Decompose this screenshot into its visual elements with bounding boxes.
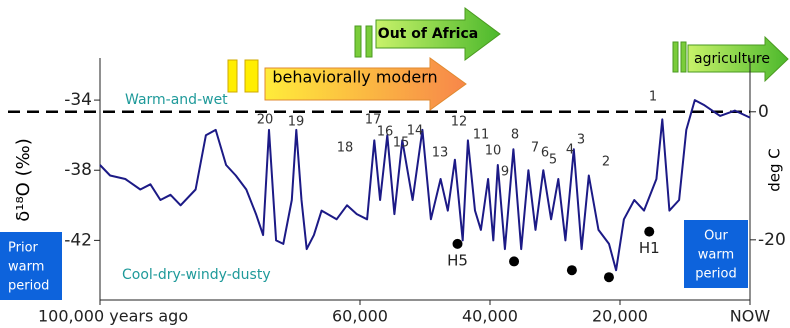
arrow	[264, 57, 467, 111]
period-bar	[227, 59, 238, 93]
heinrich-label: H5	[447, 251, 468, 269]
arrow	[375, 7, 501, 61]
x-tick-label: 20,000	[592, 307, 648, 326]
event-label: 2	[602, 155, 610, 170]
y2-tick-label: -20	[758, 230, 786, 250]
y2-axis-label: deg C	[766, 148, 784, 192]
event-label: 18	[337, 141, 354, 156]
event-label: 3	[577, 133, 585, 148]
event-label: 7	[531, 141, 539, 156]
y-axis-label: δ¹⁸O (‰)	[13, 138, 34, 222]
arrow-label: agriculture	[694, 51, 770, 67]
event-label: 12	[451, 115, 468, 130]
event-label: 6	[541, 146, 549, 161]
y-tick-label: -38	[64, 160, 92, 180]
period-bar	[244, 59, 259, 93]
box-text: warm	[698, 248, 734, 263]
event-label: 13	[432, 146, 449, 161]
series-line	[99, 99, 751, 272]
heinrich-dot	[509, 256, 520, 267]
heinrich-dot	[644, 226, 655, 237]
x-tick-label: 100,000 years ago	[38, 307, 188, 326]
event-label: 19	[288, 115, 305, 130]
arrow	[687, 35, 789, 83]
x-tick-label: 40,000	[462, 307, 518, 326]
event-label: 5	[549, 153, 557, 168]
heinrich-label: H1	[639, 239, 660, 257]
annotation: Cool-dry-windy-dusty	[122, 267, 271, 283]
x-tick-label: 60,000	[332, 307, 388, 326]
event-label: 11	[473, 128, 490, 143]
event-label: 8	[511, 128, 519, 143]
y2-tick-label: 0	[758, 102, 769, 122]
box-text: period	[695, 267, 736, 282]
event-label: 4	[566, 143, 574, 158]
arrow-label: behaviorally modern	[272, 68, 437, 87]
event-label: 17	[365, 113, 382, 128]
period-bar	[365, 25, 373, 58]
period-bar	[672, 41, 679, 73]
x-tick-label: NOW	[730, 307, 771, 326]
box-text: warm	[8, 260, 44, 275]
event-label: 9	[501, 165, 509, 180]
y-tick-label: -34	[64, 90, 92, 110]
event-label: 16	[377, 125, 394, 140]
period-bar	[680, 41, 687, 73]
annotation: Warm-and-wet	[125, 92, 228, 108]
heinrich-dot	[566, 265, 577, 276]
arrow-label: Out of Africa	[378, 26, 478, 42]
warm-period-box	[684, 220, 748, 288]
heinrich-dot	[452, 238, 463, 249]
event-label: 1	[649, 90, 657, 105]
warm-period-box	[0, 232, 62, 300]
y-tick-label: -42	[64, 230, 92, 250]
event-label: 15	[393, 136, 410, 151]
period-bar	[354, 25, 362, 58]
box-text: Our	[704, 229, 728, 244]
event-label: 10	[485, 144, 502, 159]
heinrich-dot	[603, 272, 614, 283]
box-text: period	[8, 279, 49, 294]
event-label: 20	[257, 113, 274, 128]
box-text: Prior	[8, 241, 39, 256]
event-label: 14	[407, 124, 424, 139]
